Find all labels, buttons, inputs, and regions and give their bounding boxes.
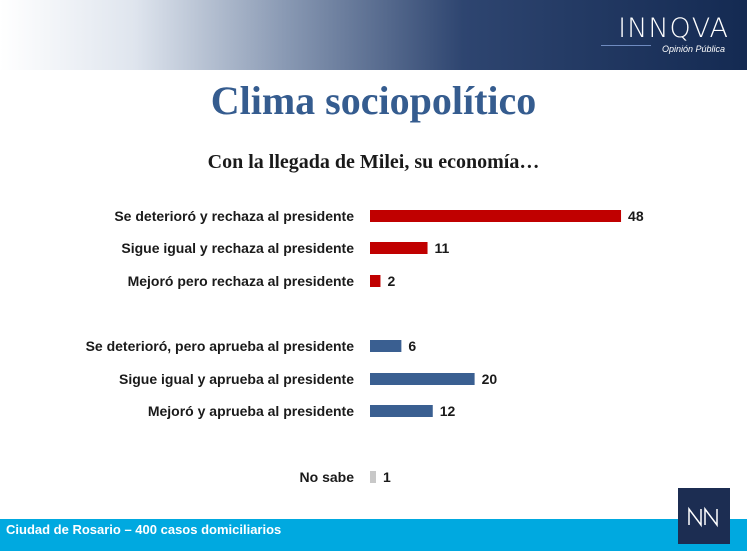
category-label: Se deterioró y rechaza al presidente (114, 208, 354, 224)
category-label: Se deterioró, pero aprueba al presidente (86, 338, 355, 354)
brand-underline (601, 45, 651, 46)
category-label: Mejoró pero rechaza al presidente (128, 273, 355, 289)
corner-logo (678, 488, 730, 544)
footer-bar: Ciudad de Rosario – 400 casos domiciliar… (0, 519, 747, 551)
brand-logo: INNQVA Opinión Pública (601, 14, 729, 56)
data-label: 11 (435, 240, 450, 256)
chart-subtitle: Con la llegada de Milei, su economía… (207, 151, 540, 173)
data-label: 6 (408, 338, 416, 354)
bar-chart: Se deterioró y rechaza al presidente 48 Si… (86, 208, 644, 485)
data-label: 1 (383, 469, 391, 485)
data-label: 12 (440, 403, 456, 419)
bar (370, 340, 402, 352)
category-label: Sigue igual y aprueba al presidente (119, 371, 354, 387)
data-label: 2 (387, 273, 395, 289)
bar (370, 210, 622, 222)
page-title: Clima sociopolítico (210, 78, 537, 123)
brand-name: INNQVA (618, 13, 729, 44)
category-label: No sabe (300, 469, 355, 485)
nn-logo-icon (688, 506, 718, 528)
bar (370, 242, 428, 254)
brand-subtitle: Opinión Pública (661, 44, 725, 54)
bar (370, 373, 475, 385)
bar (370, 405, 433, 417)
data-label: 20 (482, 371, 498, 387)
data-label: 48 (628, 208, 644, 224)
category-label: Mejoró y aprueba al presidente (148, 403, 354, 419)
header-banner: INNQVA Opinión Pública (0, 0, 747, 70)
footer-text: Ciudad de Rosario – 400 casos domiciliar… (6, 522, 282, 537)
bar (370, 275, 381, 287)
category-label: Sigue igual y rechaza al presidente (121, 240, 354, 256)
bar (370, 471, 376, 483)
